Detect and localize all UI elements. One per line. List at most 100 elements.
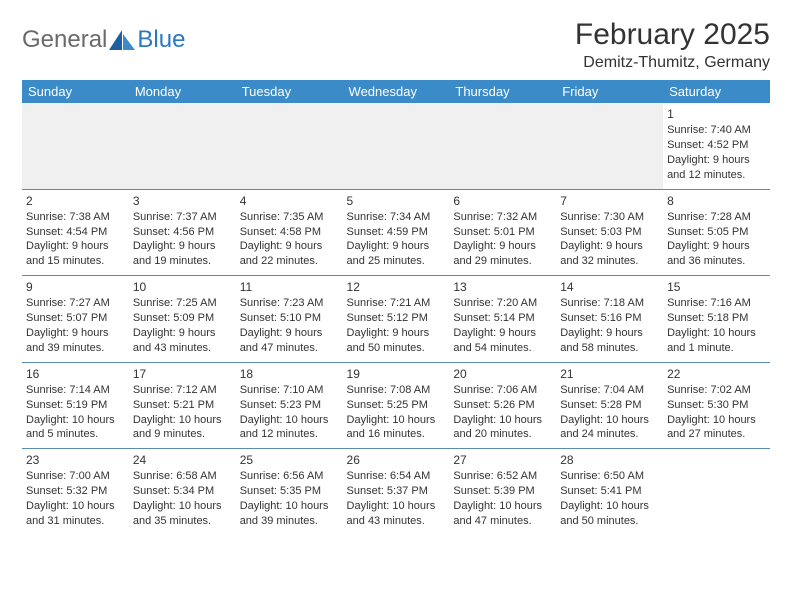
daylight-text: Daylight: 9 hours and 54 minutes. bbox=[453, 326, 552, 356]
calendar-cell: 7Sunrise: 7:30 AMSunset: 5:03 PMDaylight… bbox=[556, 189, 663, 276]
sunset-text: Sunset: 4:52 PM bbox=[667, 138, 766, 153]
calendar-cell: 21Sunrise: 7:04 AMSunset: 5:28 PMDayligh… bbox=[556, 362, 663, 449]
sunrise-text: Sunrise: 7:40 AM bbox=[667, 123, 766, 138]
calendar-cell: 24Sunrise: 6:58 AMSunset: 5:34 PMDayligh… bbox=[129, 449, 236, 535]
day-number: 26 bbox=[347, 452, 446, 468]
calendar-row: 23Sunrise: 7:00 AMSunset: 5:32 PMDayligh… bbox=[22, 449, 770, 535]
daylight-text: Daylight: 10 hours and 20 minutes. bbox=[453, 413, 552, 443]
sunrise-text: Sunrise: 7:18 AM bbox=[560, 296, 659, 311]
daylight-text: Daylight: 9 hours and 43 minutes. bbox=[133, 326, 232, 356]
day-number: 11 bbox=[240, 279, 339, 295]
day-number: 6 bbox=[453, 193, 552, 209]
daylight-text: Daylight: 10 hours and 50 minutes. bbox=[560, 499, 659, 529]
logo: General Blue bbox=[22, 26, 185, 54]
daylight-text: Daylight: 10 hours and 31 minutes. bbox=[26, 499, 125, 529]
calendar-cell: 20Sunrise: 7:06 AMSunset: 5:26 PMDayligh… bbox=[449, 362, 556, 449]
sunrise-text: Sunrise: 7:37 AM bbox=[133, 210, 232, 225]
daylight-text: Daylight: 10 hours and 12 minutes. bbox=[240, 413, 339, 443]
daylight-text: Daylight: 10 hours and 9 minutes. bbox=[133, 413, 232, 443]
day-number: 8 bbox=[667, 193, 766, 209]
daylight-text: Daylight: 10 hours and 35 minutes. bbox=[133, 499, 232, 529]
sunset-text: Sunset: 5:25 PM bbox=[347, 398, 446, 413]
sunset-text: Sunset: 5:10 PM bbox=[240, 311, 339, 326]
sunrise-text: Sunrise: 6:54 AM bbox=[347, 469, 446, 484]
sunset-text: Sunset: 5:07 PM bbox=[26, 311, 125, 326]
sunset-text: Sunset: 5:39 PM bbox=[453, 484, 552, 499]
sunrise-text: Sunrise: 6:50 AM bbox=[560, 469, 659, 484]
sunrise-text: Sunrise: 7:14 AM bbox=[26, 383, 125, 398]
sunset-text: Sunset: 4:56 PM bbox=[133, 225, 232, 240]
sunrise-text: Sunrise: 7:28 AM bbox=[667, 210, 766, 225]
weekday-header-row: Sunday Monday Tuesday Wednesday Thursday… bbox=[22, 80, 770, 103]
calendar-row: 2Sunrise: 7:38 AMSunset: 4:54 PMDaylight… bbox=[22, 189, 770, 276]
sunset-text: Sunset: 5:16 PM bbox=[560, 311, 659, 326]
calendar-cell: 17Sunrise: 7:12 AMSunset: 5:21 PMDayligh… bbox=[129, 362, 236, 449]
calendar-cell: 25Sunrise: 6:56 AMSunset: 5:35 PMDayligh… bbox=[236, 449, 343, 535]
calendar-cell: 9Sunrise: 7:27 AMSunset: 5:07 PMDaylight… bbox=[22, 276, 129, 363]
day-number: 23 bbox=[26, 452, 125, 468]
sunrise-text: Sunrise: 6:58 AM bbox=[133, 469, 232, 484]
calendar-cell bbox=[343, 103, 450, 189]
sunset-text: Sunset: 4:54 PM bbox=[26, 225, 125, 240]
daylight-text: Daylight: 10 hours and 24 minutes. bbox=[560, 413, 659, 443]
header: General Blue February 2025 Demitz-Thumit… bbox=[22, 18, 770, 72]
day-number: 21 bbox=[560, 366, 659, 382]
logo-text-1: General bbox=[22, 26, 107, 54]
sunset-text: Sunset: 5:12 PM bbox=[347, 311, 446, 326]
calendar-cell: 14Sunrise: 7:18 AMSunset: 5:16 PMDayligh… bbox=[556, 276, 663, 363]
day-number: 22 bbox=[667, 366, 766, 382]
sunrise-text: Sunrise: 7:32 AM bbox=[453, 210, 552, 225]
calendar-cell: 2Sunrise: 7:38 AMSunset: 4:54 PMDaylight… bbox=[22, 189, 129, 276]
day-number: 17 bbox=[133, 366, 232, 382]
sunrise-text: Sunrise: 7:27 AM bbox=[26, 296, 125, 311]
weekday-header: Sunday bbox=[22, 80, 129, 103]
calendar-cell: 16Sunrise: 7:14 AMSunset: 5:19 PMDayligh… bbox=[22, 362, 129, 449]
sunset-text: Sunset: 5:32 PM bbox=[26, 484, 125, 499]
sunrise-text: Sunrise: 7:00 AM bbox=[26, 469, 125, 484]
day-number: 24 bbox=[133, 452, 232, 468]
calendar-cell: 28Sunrise: 6:50 AMSunset: 5:41 PMDayligh… bbox=[556, 449, 663, 535]
daylight-text: Daylight: 9 hours and 47 minutes. bbox=[240, 326, 339, 356]
day-number: 7 bbox=[560, 193, 659, 209]
calendar-cell: 15Sunrise: 7:16 AMSunset: 5:18 PMDayligh… bbox=[663, 276, 770, 363]
sunrise-text: Sunrise: 7:02 AM bbox=[667, 383, 766, 398]
sunset-text: Sunset: 5:05 PM bbox=[667, 225, 766, 240]
daylight-text: Daylight: 10 hours and 1 minute. bbox=[667, 326, 766, 356]
calendar-table: Sunday Monday Tuesday Wednesday Thursday… bbox=[22, 80, 770, 535]
day-number: 4 bbox=[240, 193, 339, 209]
sunrise-text: Sunrise: 7:20 AM bbox=[453, 296, 552, 311]
sunset-text: Sunset: 5:19 PM bbox=[26, 398, 125, 413]
daylight-text: Daylight: 9 hours and 36 minutes. bbox=[667, 239, 766, 269]
day-number: 15 bbox=[667, 279, 766, 295]
calendar-cell: 23Sunrise: 7:00 AMSunset: 5:32 PMDayligh… bbox=[22, 449, 129, 535]
calendar-cell: 11Sunrise: 7:23 AMSunset: 5:10 PMDayligh… bbox=[236, 276, 343, 363]
day-number: 9 bbox=[26, 279, 125, 295]
weekday-header: Saturday bbox=[663, 80, 770, 103]
sunrise-text: Sunrise: 7:23 AM bbox=[240, 296, 339, 311]
sunrise-text: Sunrise: 7:25 AM bbox=[133, 296, 232, 311]
calendar-cell: 27Sunrise: 6:52 AMSunset: 5:39 PMDayligh… bbox=[449, 449, 556, 535]
daylight-text: Daylight: 9 hours and 39 minutes. bbox=[26, 326, 125, 356]
day-number: 12 bbox=[347, 279, 446, 295]
sunrise-text: Sunrise: 7:12 AM bbox=[133, 383, 232, 398]
calendar-cell bbox=[449, 103, 556, 189]
sunset-text: Sunset: 5:28 PM bbox=[560, 398, 659, 413]
calendar-cell: 26Sunrise: 6:54 AMSunset: 5:37 PMDayligh… bbox=[343, 449, 450, 535]
day-number: 1 bbox=[667, 106, 766, 122]
sunset-text: Sunset: 5:23 PM bbox=[240, 398, 339, 413]
daylight-text: Daylight: 10 hours and 16 minutes. bbox=[347, 413, 446, 443]
daylight-text: Daylight: 10 hours and 39 minutes. bbox=[240, 499, 339, 529]
calendar-cell: 5Sunrise: 7:34 AMSunset: 4:59 PMDaylight… bbox=[343, 189, 450, 276]
calendar-cell: 1Sunrise: 7:40 AMSunset: 4:52 PMDaylight… bbox=[663, 103, 770, 189]
sunrise-text: Sunrise: 7:16 AM bbox=[667, 296, 766, 311]
daylight-text: Daylight: 9 hours and 15 minutes. bbox=[26, 239, 125, 269]
calendar-cell: 4Sunrise: 7:35 AMSunset: 4:58 PMDaylight… bbox=[236, 189, 343, 276]
calendar-cell: 18Sunrise: 7:10 AMSunset: 5:23 PMDayligh… bbox=[236, 362, 343, 449]
calendar-cell bbox=[22, 103, 129, 189]
calendar-page: General Blue February 2025 Demitz-Thumit… bbox=[0, 0, 792, 553]
sunset-text: Sunset: 5:35 PM bbox=[240, 484, 339, 499]
sunrise-text: Sunrise: 7:10 AM bbox=[240, 383, 339, 398]
sunset-text: Sunset: 5:18 PM bbox=[667, 311, 766, 326]
day-number: 14 bbox=[560, 279, 659, 295]
sunrise-text: Sunrise: 7:04 AM bbox=[560, 383, 659, 398]
